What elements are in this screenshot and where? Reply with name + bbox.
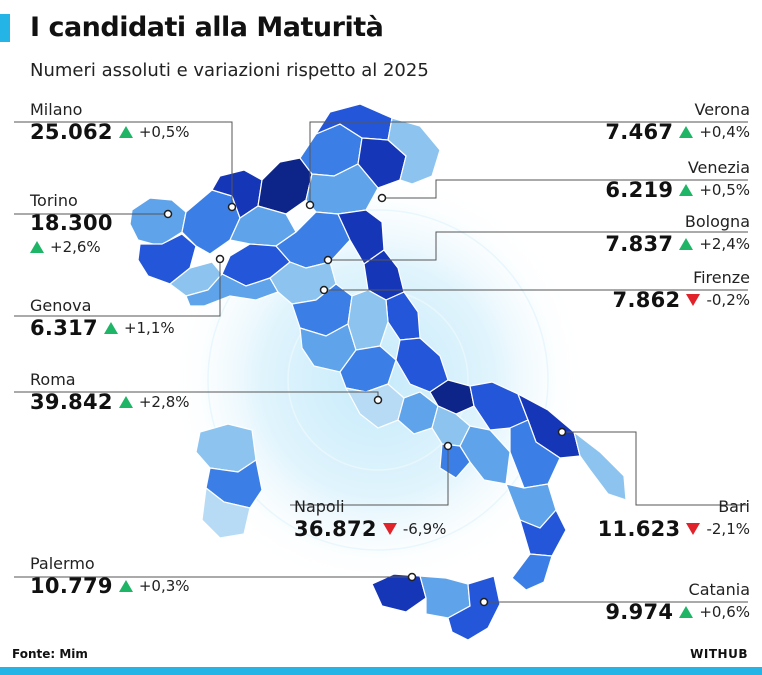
- city-label-milano: Milano 25.062 +0,5%: [30, 100, 190, 144]
- city-name: Milano: [30, 100, 83, 119]
- marker-palermo: [407, 572, 417, 582]
- city-value: 25.062: [30, 120, 113, 144]
- marker-napoli: [443, 441, 453, 451]
- trend-up-icon: [679, 126, 694, 138]
- region-calabria-s: [511, 553, 553, 591]
- city-value: 7.862: [612, 288, 681, 312]
- region-basilicata: [509, 419, 561, 489]
- page-title: I candidati alla Maturità: [30, 12, 384, 43]
- city-label-bari: Bari 11.623 -2,1%: [598, 497, 750, 541]
- region-sicilia-w: [371, 573, 427, 613]
- trend-up-icon: [118, 396, 133, 408]
- city-value: 7.837: [605, 232, 674, 256]
- city-name: Catania: [688, 580, 750, 599]
- marker-bologna: [323, 255, 333, 265]
- marker-genova: [215, 254, 225, 264]
- trend-up-icon: [118, 126, 133, 138]
- marker-milano: [227, 202, 237, 212]
- city-delta: +0,5%: [699, 181, 750, 199]
- trend-up-icon: [679, 606, 694, 618]
- trend-up-icon: [103, 322, 118, 334]
- city-name: Roma: [30, 370, 76, 389]
- city-name: Torino: [30, 191, 78, 210]
- city-delta: +1,1%: [123, 319, 175, 337]
- trend-up-icon: [679, 238, 694, 250]
- region-sardegna-s: [201, 486, 251, 539]
- city-value: 36.872: [294, 517, 377, 541]
- city-name: Palermo: [30, 554, 95, 573]
- brand-logo-text: WITHUB: [690, 647, 748, 661]
- city-delta: +2,6%: [50, 238, 101, 256]
- marker-verona: [305, 200, 315, 210]
- city-name: Bologna: [684, 212, 750, 231]
- city-delta: -0,2%: [706, 291, 750, 309]
- city-name: Bari: [718, 497, 750, 516]
- page-subtitle: Numeri assoluti e variazioni rispetto al…: [30, 60, 429, 81]
- city-label-verona: Verona 7.467 +0,4%: [605, 100, 750, 144]
- region-puglia-s: [572, 430, 627, 501]
- city-delta: +0,6%: [699, 603, 750, 621]
- city-name: Napoli: [294, 497, 345, 516]
- italy-regions: [129, 103, 627, 641]
- city-value: 39.842: [30, 390, 113, 414]
- city-value: 7.467: [605, 120, 674, 144]
- city-label-roma: Roma 39.842 +2,8%: [30, 370, 190, 414]
- city-delta: +2,8%: [138, 393, 190, 411]
- city-label-torino: Torino 18.300 +2,6%: [30, 191, 113, 259]
- city-name: Genova: [30, 296, 92, 315]
- city-delta: -6,9%: [402, 520, 447, 538]
- region-friuli: [387, 117, 441, 185]
- city-label-napoli: Napoli 36.872 -6,9%: [294, 497, 446, 541]
- city-delta: +0,3%: [138, 577, 190, 595]
- trend-down-icon: [686, 294, 701, 306]
- marker-venezia: [377, 193, 387, 203]
- marker-catania: [479, 597, 489, 607]
- city-name: Venezia: [687, 158, 750, 177]
- source-credit: Fonte: Mim: [12, 647, 88, 661]
- city-label-palermo: Palermo 10.779 +0,3%: [30, 554, 190, 598]
- trend-up-icon: [30, 241, 44, 253]
- city-delta: +0,4%: [699, 123, 750, 141]
- trend-down-icon: [382, 523, 397, 535]
- marker-firenze: [319, 285, 329, 295]
- city-label-venezia: Venezia 6.219 +0,5%: [605, 158, 750, 202]
- trend-up-icon: [679, 184, 694, 196]
- city-value: 18.300: [30, 211, 113, 235]
- region-umbria: [347, 289, 389, 351]
- leader-lines: [14, 121, 748, 603]
- marker-torino: [163, 209, 173, 219]
- city-name: Verona: [694, 100, 750, 119]
- trend-up-icon: [118, 580, 133, 592]
- city-value: 9.974: [605, 600, 674, 624]
- bottom-accent-bar: [0, 667, 762, 675]
- title-accent-bar: [0, 14, 10, 42]
- marker-bari: [557, 427, 567, 437]
- city-label-firenze: Firenze 7.862 -0,2%: [613, 268, 750, 312]
- trend-down-icon: [686, 523, 701, 535]
- city-value: 6.317: [30, 316, 98, 340]
- city-value: 11.623: [597, 517, 681, 541]
- city-value: 10.779: [30, 574, 113, 598]
- marker-roma: [373, 395, 383, 405]
- city-delta: +0,5%: [138, 123, 190, 141]
- city-value: 6.219: [605, 178, 674, 202]
- city-delta: +2,4%: [699, 235, 750, 253]
- city-delta: -2,1%: [706, 520, 750, 538]
- city-name: Firenze: [693, 268, 750, 287]
- city-label-bologna: Bologna 7.837 +2,4%: [605, 212, 750, 256]
- region-sicilia-e: [447, 575, 501, 641]
- city-markers: [163, 193, 567, 607]
- city-label-catania: Catania 9.974 +0,6%: [605, 580, 750, 624]
- region-campania-s: [459, 425, 511, 485]
- city-label-genova: Genova 6.317 +1,1%: [30, 296, 175, 340]
